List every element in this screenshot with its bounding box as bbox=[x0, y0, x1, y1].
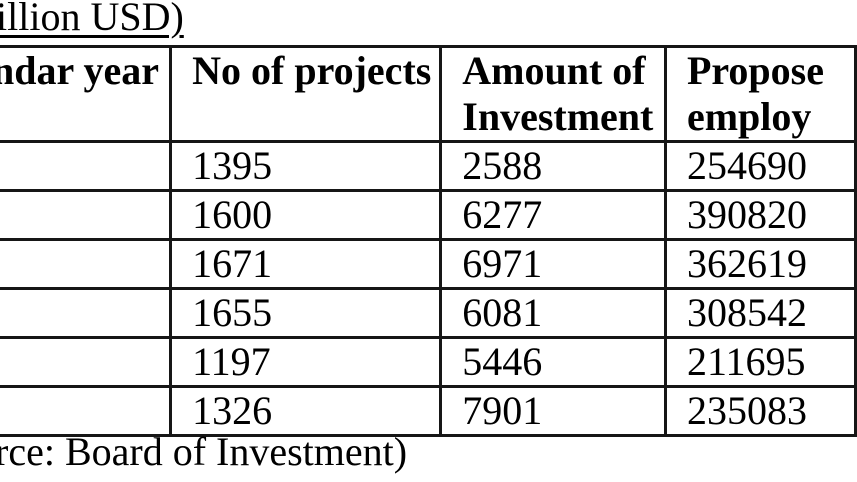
header-line: Propose bbox=[686, 48, 824, 93]
cell-amount-of-investment: 6081 bbox=[439, 287, 667, 339]
investment-table: ndar year No of projects Amount of Inves… bbox=[0, 45, 857, 437]
cell-proposed-employment: 308542 bbox=[663, 287, 857, 339]
cell-proposed-employment: 362619 bbox=[663, 238, 857, 290]
cell-calendar-year bbox=[0, 189, 173, 241]
header-line: Amount of bbox=[462, 48, 646, 93]
table-row: 1197 5446 211695 bbox=[0, 336, 857, 388]
column-header-calendar-year: ndar year bbox=[0, 45, 173, 143]
cell-no-of-projects: 1600 bbox=[169, 189, 443, 241]
cell-no-of-projects: 1197 bbox=[169, 336, 443, 388]
header-line: No of projects bbox=[192, 48, 432, 93]
header-row: ndar year No of projects Amount of Inves… bbox=[0, 45, 857, 143]
cell-calendar-year bbox=[0, 287, 173, 339]
cell-proposed-employment: 235083 bbox=[663, 385, 857, 437]
source-note: rce: Board of Investment) bbox=[0, 429, 408, 474]
cell-proposed-employment: 390820 bbox=[663, 189, 857, 241]
cell-no-of-projects: 1655 bbox=[169, 287, 443, 339]
cell-calendar-year bbox=[0, 140, 173, 192]
table-row: 1671 6971 362619 bbox=[0, 238, 857, 290]
cell-proposed-employment: 211695 bbox=[663, 336, 857, 388]
cell-calendar-year bbox=[0, 336, 173, 388]
cell-no-of-projects: 1326 bbox=[169, 385, 443, 437]
table-row: 1326 7901 235083 bbox=[0, 385, 857, 437]
cell-amount-of-investment: 7901 bbox=[439, 385, 667, 437]
column-header-proposed-employment: Propose employ bbox=[663, 45, 857, 143]
table-row: 1655 6081 308542 bbox=[0, 287, 857, 339]
cell-amount-of-investment: 5446 bbox=[439, 336, 667, 388]
cell-calendar-year bbox=[0, 238, 173, 290]
cell-proposed-employment: 254690 bbox=[663, 140, 857, 192]
table-row: 1395 2588 254690 bbox=[0, 140, 857, 192]
cell-amount-of-investment: 6971 bbox=[439, 238, 667, 290]
cell-calendar-year bbox=[0, 385, 173, 437]
header-line: ndar year bbox=[0, 48, 160, 93]
cell-no-of-projects: 1395 bbox=[169, 140, 443, 192]
header-line: Investment bbox=[462, 94, 654, 139]
column-header-amount-of-investment: Amount of Investment bbox=[439, 45, 667, 143]
cell-no-of-projects: 1671 bbox=[169, 238, 443, 290]
table-container: ndar year No of projects Amount of Inves… bbox=[0, 45, 857, 437]
table-row: 1600 6277 390820 bbox=[0, 189, 857, 241]
header-line: employ bbox=[686, 94, 812, 139]
cell-amount-of-investment: 6277 bbox=[439, 189, 667, 241]
cell-amount-of-investment: 2588 bbox=[439, 140, 667, 192]
column-header-no-of-projects: No of projects bbox=[169, 45, 443, 143]
table-caption-fragment: illion USD) bbox=[0, 0, 184, 39]
